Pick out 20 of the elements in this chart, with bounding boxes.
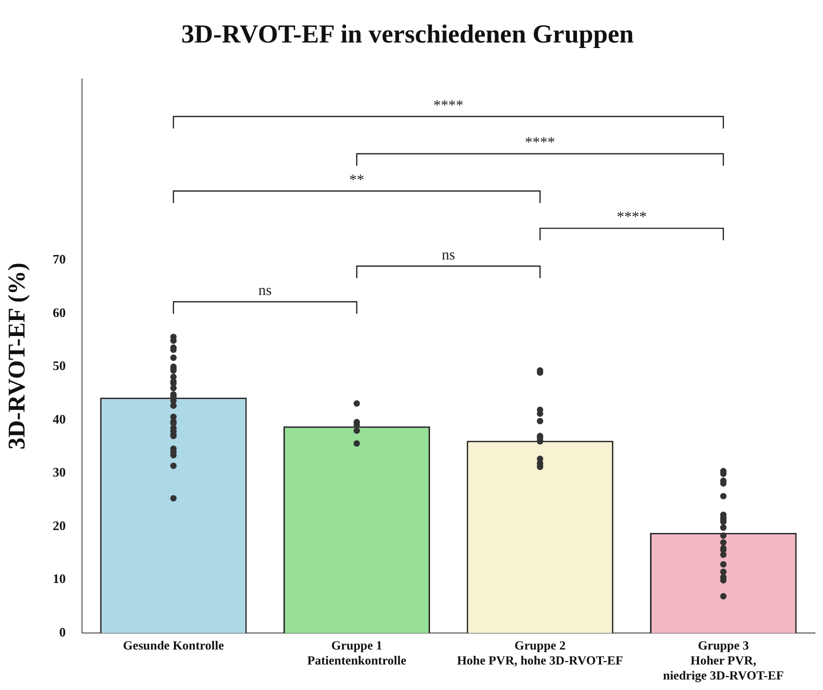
chart-title: 3D-RVOT-EF in verschiedenen Gruppen [181,19,634,48]
x-tick-label: Gruppe 3 Hoher PVR, niedrige 3D-RVOT-EF [662,638,784,683]
annotation: **** [525,135,556,152]
x-tick-label: Gruppe 1 Patientenkontrolle [307,638,407,668]
y-tick-label: 10 [52,571,66,586]
y-tick-label: 0 [59,624,66,640]
x-tick-label: Gruppe 2 Hohe PVR, hohe 3D-RVOT-EF [456,638,624,668]
y-axis-title: 3D-RVOT-EF (%) [4,262,31,450]
y-tick-label: 30 [52,464,66,480]
y-tick-label: 40 [52,411,66,426]
annotation: ns [442,248,456,264]
annotation: ** [349,172,364,188]
y-tick-label: 20 [52,518,66,533]
y-tick-label: 70 [52,252,66,267]
annotation: ns [258,283,272,300]
x-tick-label: Gesunde Kontrolle [123,638,224,653]
y-tick-label: 60 [52,304,66,320]
annotation: **** [433,98,464,114]
y-tick-label: 50 [52,358,66,374]
annotation: **** [616,210,647,226]
